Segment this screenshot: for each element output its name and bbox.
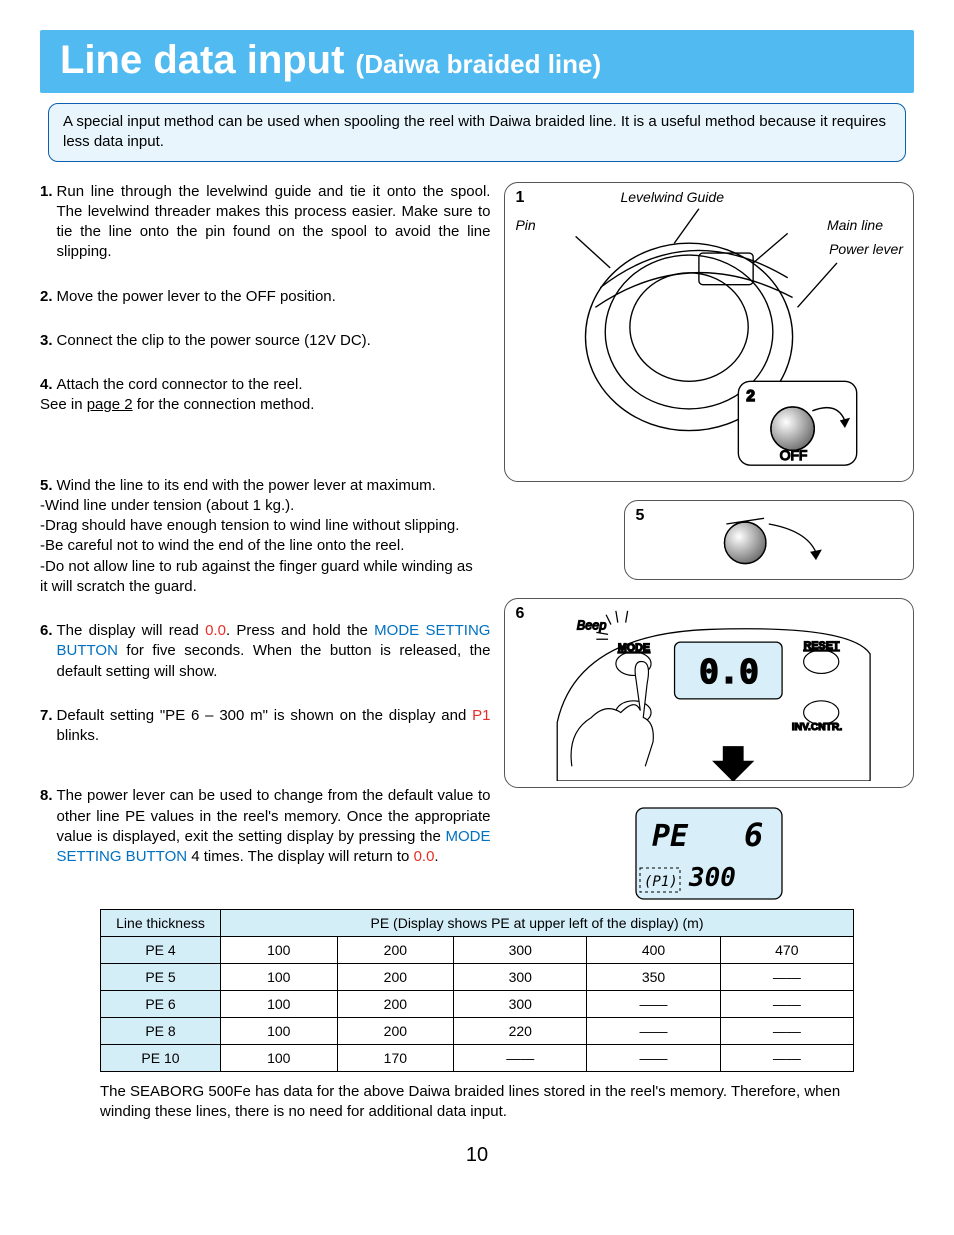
step-5: 5. Wind the line to its end with the pow… (40, 476, 490, 598)
title-sub: (Daiwa braided line) (356, 49, 602, 79)
diagram-6-num: 6 (515, 605, 524, 623)
svg-text:INV.CNTR.: INV.CNTR. (792, 722, 842, 733)
diagram-1: 1 Levelwind Guide Pin Main line Power le… (504, 182, 914, 482)
page-number: 10 (40, 1144, 914, 1167)
svg-text:300: 300 (688, 863, 736, 893)
line-table-wrap: Line thickness PE (Display shows PE at u… (100, 909, 854, 1072)
step-1: 1. Run line through the levelwind guide … (40, 182, 490, 263)
title-bar: Line data input (Daiwa braided line) (40, 30, 914, 93)
step-4-extra: See in page 2 for the connection method. (40, 395, 490, 415)
table-header-row: Line thickness PE (Display shows PE at u… (101, 909, 854, 936)
diagrams-column: 1 Levelwind Guide Pin Main line Power le… (504, 182, 914, 901)
step-8: 8. The power lever can be used to change… (40, 786, 490, 867)
table-row: PE 6 100200300———— (101, 990, 854, 1017)
steps-column: 1. Run line through the levelwind guide … (40, 182, 490, 901)
svg-text:PE: PE (652, 819, 689, 854)
content-row: 1. Run line through the levelwind guide … (40, 182, 914, 901)
diagram-5-svg (631, 507, 907, 573)
svg-text:0.0: 0.0 (699, 652, 759, 691)
svg-text:(P1): (P1) (644, 874, 678, 890)
step-4: 4. Attach the cord connector to the reel… (40, 375, 490, 416)
line-table: Line thickness PE (Display shows PE at u… (100, 909, 854, 1072)
step-2: 2. Move the power lever to the OFF posit… (40, 287, 490, 307)
label-levelwind: Levelwind Guide (620, 189, 724, 205)
table-row: PE 10 100170—————— (101, 1044, 854, 1071)
diagram-pe-display: PE 6 (P1) 300 (634, 806, 784, 901)
title-main: Line data input (60, 38, 356, 82)
svg-text:RESET: RESET (804, 640, 840, 652)
label-mainline: Main line (827, 217, 883, 233)
diagram-5: 5 (624, 500, 914, 580)
label-pin: Pin (515, 217, 535, 233)
table-row: PE 5 100200300350—— (101, 963, 854, 990)
svg-text:6: 6 (744, 816, 763, 854)
svg-text:Beep: Beep (577, 617, 607, 632)
svg-text:2: 2 (747, 388, 756, 405)
footnote: The SEABORG 500Fe has data for the above… (100, 1082, 854, 1123)
table-header-left: Line thickness (101, 909, 221, 936)
table-header-right: PE (Display shows PE at upper left of th… (221, 909, 854, 936)
diagram-1-num: 1 (515, 189, 524, 207)
diagram-6-svg: 0.0 MODE RESET PCKUP INV.CNTR. (511, 605, 907, 781)
table-row: PE 4 100200300400470 (101, 936, 854, 963)
table-row: PE 8 100200220———— (101, 1017, 854, 1044)
svg-text:OFF: OFF (780, 448, 808, 463)
diagram-6: 6 0.0 MODE RESET PCKUP (504, 598, 914, 788)
step-6: 6. The display will read 0.0. Press and … (40, 621, 490, 682)
intro-box: A special input method can be used when … (48, 103, 906, 162)
label-powerlever: Power lever (829, 241, 903, 257)
diagram-5-num: 5 (635, 507, 644, 525)
svg-text:MODE: MODE (618, 641, 650, 653)
step-3: 3. Connect the clip to the power source … (40, 331, 490, 351)
pe-display-svg: PE 6 (P1) 300 (634, 806, 784, 901)
step-7: 7. Default setting "PE 6 – 300 m" is sho… (40, 706, 490, 747)
